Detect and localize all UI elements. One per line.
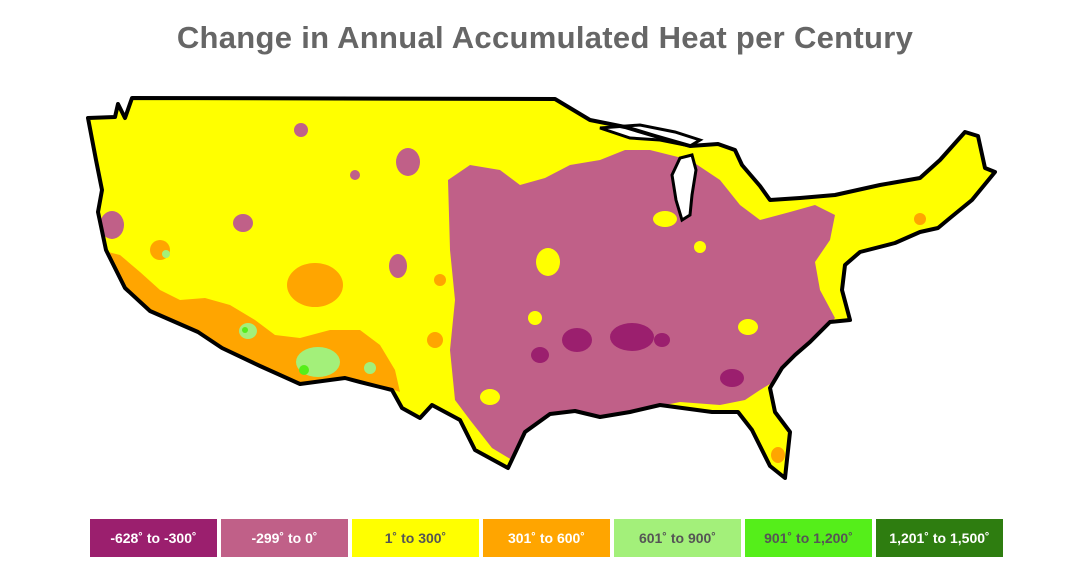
cooling-spot-wy2 <box>350 170 360 180</box>
warming-spot-ga <box>738 319 758 335</box>
warming-spot-nj <box>914 213 926 225</box>
legend-item: -299˚ to 0˚ <box>221 519 348 557</box>
cooling-spot-nw <box>100 211 124 239</box>
warming-spot-in <box>694 241 706 253</box>
warming-spot-fl2 <box>771 447 785 463</box>
warming-spot-ky <box>536 248 560 276</box>
warming-spot-tx2 <box>434 274 446 286</box>
strong-cooling-ms <box>562 328 592 352</box>
legend-item: -628˚ to -300˚ <box>90 519 217 557</box>
high-warming-nv <box>162 250 170 258</box>
cooling-spot-wy <box>389 254 407 278</box>
legend-item: 1,201˚ to 1,500˚ <box>876 519 1003 557</box>
legend-item: 601˚ to 900˚ <box>614 519 741 557</box>
very-high-warming-az <box>299 365 309 375</box>
legend-item: 301˚ to 600˚ <box>483 519 610 557</box>
cooling-spot-wa <box>294 123 308 137</box>
strong-cooling-tn <box>654 333 670 347</box>
high-warming-az2 <box>364 362 376 374</box>
warming-spot-nm <box>427 332 443 348</box>
map-title: Change in Annual Accumulated Heat per Ce… <box>176 20 914 55</box>
legend-item: 901˚ to 1,200˚ <box>745 519 872 557</box>
warming-spot-mo <box>528 311 542 325</box>
warming-spot-fl <box>748 400 772 440</box>
very-high-warming-ca <box>242 327 248 333</box>
warming-spot-co <box>287 263 343 307</box>
warming-spot-oh <box>653 211 677 227</box>
legend-item: 1˚ to 300˚ <box>352 519 479 557</box>
legend: -628˚ to -300˚ -299˚ to 0˚ 1˚ to 300˚ 301˚ … <box>90 519 1003 557</box>
us-heat-map <box>86 96 997 480</box>
strong-cooling-al <box>720 369 744 387</box>
high-warming-ca <box>239 323 257 339</box>
lake-michigan <box>670 153 698 223</box>
cooling-spot-id <box>233 214 253 232</box>
heat-regions <box>100 123 926 463</box>
us-map-svg <box>86 96 997 480</box>
strong-cooling-ar <box>610 323 654 351</box>
cooling-spot-mt <box>396 148 420 176</box>
strong-cooling-ok <box>531 347 549 363</box>
warming-spot-tx <box>480 389 500 405</box>
